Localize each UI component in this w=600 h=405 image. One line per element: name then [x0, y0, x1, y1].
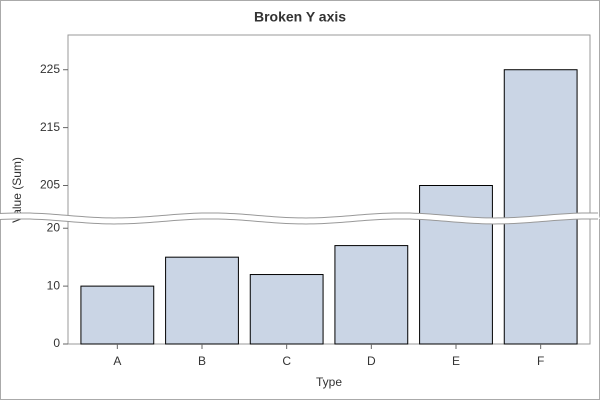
y-tick-label: 10	[47, 278, 61, 292]
y-axis-label: Value (Sum)	[10, 157, 24, 223]
x-tick-label: F	[537, 354, 544, 368]
y-tick-label: 205	[40, 178, 60, 192]
y-tick-label: 215	[40, 120, 60, 134]
bar	[419, 185, 493, 345]
bar	[80, 285, 155, 345]
x-tick-label: E	[452, 354, 460, 368]
chart-title: Broken Y axis	[254, 9, 346, 25]
axis-break-edge	[0, 212, 599, 219]
y-tick-label: 0	[53, 336, 60, 350]
bar	[165, 256, 239, 345]
x-tick-label: C	[282, 354, 291, 368]
axis-break-edge	[0, 218, 599, 225]
x-tick-label: D	[367, 354, 376, 368]
x-axis-label: Type	[316, 375, 342, 389]
bar	[334, 245, 409, 345]
plot-area	[67, 34, 591, 345]
bar	[503, 69, 578, 345]
y-tick-label: 225	[40, 62, 60, 76]
x-tick-label: B	[198, 354, 206, 368]
x-tick-label: A	[113, 354, 121, 368]
bar	[249, 274, 324, 345]
y-tick-label: 20	[47, 220, 61, 234]
